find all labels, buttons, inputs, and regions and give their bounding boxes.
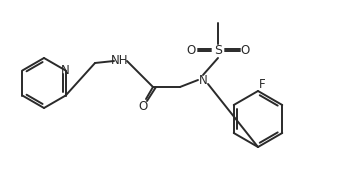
Text: F: F xyxy=(259,77,265,90)
Text: O: O xyxy=(187,44,196,57)
Text: N: N xyxy=(61,64,70,77)
Text: O: O xyxy=(240,44,250,57)
Text: N: N xyxy=(199,74,208,87)
Text: S: S xyxy=(214,44,222,57)
Text: O: O xyxy=(138,100,148,113)
Text: NH: NH xyxy=(111,55,129,68)
